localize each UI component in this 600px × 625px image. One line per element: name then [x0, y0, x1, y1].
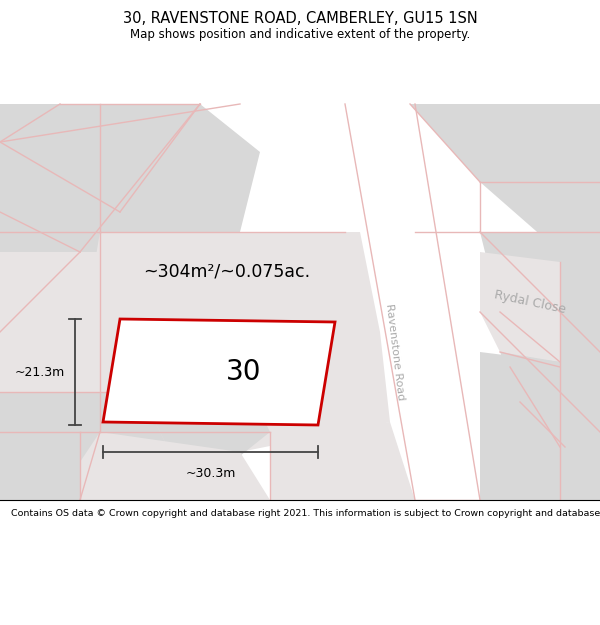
Polygon shape: [80, 232, 390, 452]
Polygon shape: [500, 352, 600, 452]
Polygon shape: [480, 252, 560, 362]
Text: Ravenstone Road: Ravenstone Road: [384, 303, 406, 401]
Text: ~304m²/~0.075ac.: ~304m²/~0.075ac.: [143, 263, 310, 281]
Polygon shape: [480, 352, 570, 500]
Polygon shape: [0, 252, 180, 392]
Text: 30, RAVENSTONE ROAD, CAMBERLEY, GU15 1SN: 30, RAVENSTONE ROAD, CAMBERLEY, GU15 1SN: [122, 11, 478, 26]
Polygon shape: [0, 332, 140, 392]
Text: ~21.3m: ~21.3m: [15, 366, 65, 379]
Polygon shape: [345, 104, 480, 500]
Polygon shape: [560, 452, 600, 500]
Polygon shape: [520, 432, 600, 500]
Polygon shape: [140, 372, 270, 472]
Polygon shape: [103, 319, 335, 425]
Polygon shape: [0, 104, 180, 252]
Polygon shape: [80, 432, 270, 500]
Text: Contains OS data © Crown copyright and database right 2021. This information is : Contains OS data © Crown copyright and d…: [11, 509, 600, 518]
Polygon shape: [0, 392, 170, 500]
Text: Rydal Close: Rydal Close: [493, 288, 567, 316]
Polygon shape: [270, 422, 415, 500]
Text: 30: 30: [226, 358, 262, 386]
Polygon shape: [480, 232, 600, 362]
Text: ~30.3m: ~30.3m: [185, 467, 236, 480]
Text: Map shows position and indicative extent of the property.: Map shows position and indicative extent…: [130, 28, 470, 41]
Polygon shape: [0, 104, 60, 142]
Polygon shape: [0, 104, 260, 252]
Polygon shape: [410, 104, 600, 252]
Polygon shape: [510, 367, 565, 447]
